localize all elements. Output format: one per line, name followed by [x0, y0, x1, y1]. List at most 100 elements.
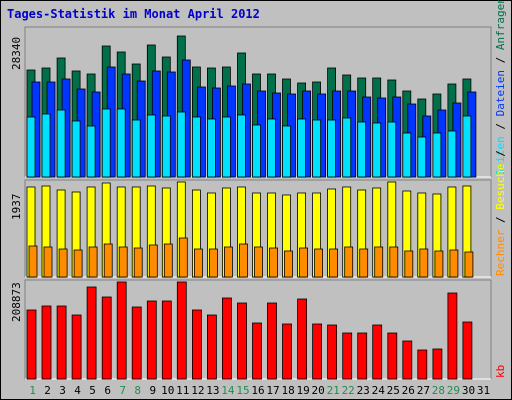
y-max-label-bottom: 208873	[10, 282, 23, 322]
bar-rechner-day-8	[133, 247, 143, 278]
bar-kb-day-22	[342, 332, 353, 380]
bar-seiten-day-20	[312, 119, 322, 178]
y-axis-labels: 28340 1937 208873	[10, 37, 23, 322]
x-tick-label: 4	[74, 384, 81, 397]
bar-seiten-day-1	[26, 116, 36, 178]
x-tick-label: 2	[44, 384, 51, 397]
bar-rechner-day-26	[404, 250, 414, 278]
bar-seiten-day-27	[417, 136, 427, 178]
bar-seiten-day-7	[116, 108, 126, 178]
bar-kb-day-26	[402, 340, 413, 380]
bar-seiten-day-9	[146, 114, 156, 178]
bar-kb-day-14	[221, 297, 232, 380]
legend-besuche: Besuche	[494, 163, 507, 209]
bar-seiten-day-16	[252, 124, 261, 178]
bar-rechner-day-22	[344, 246, 354, 278]
bar-seiten-day-30	[462, 115, 472, 178]
bar-kb-day-21	[327, 324, 338, 380]
bar-seiten-day-11	[176, 111, 186, 178]
bar-seiten-day-21	[327, 119, 337, 178]
x-tick-label: 23	[357, 384, 370, 397]
bar-seiten-day-6	[101, 108, 111, 178]
bar-rechner-day-10	[163, 243, 173, 278]
x-tick-label: 19	[296, 384, 309, 397]
x-tick-label: 15	[236, 384, 249, 397]
bar-seiten-day-8	[131, 119, 141, 178]
x-tick-label: 20	[311, 384, 324, 397]
bar-kb-day-13	[206, 314, 217, 380]
bar-seiten-day-19	[297, 118, 307, 178]
legend-top-panel: Seiten / Dateien / Anfragen	[494, 0, 507, 176]
bar-seiten-day-26	[402, 132, 412, 178]
bar-kb-day-27	[417, 349, 428, 380]
bar-kb-day-23	[357, 332, 368, 380]
x-tick-label: 1	[29, 384, 36, 397]
bar-kb-day-10	[161, 300, 172, 380]
bar-kb-day-18	[282, 323, 292, 380]
bar-rechner-day-25	[389, 246, 399, 278]
bar-rechner-day-28	[434, 250, 444, 278]
bar-rechner-day-20	[314, 248, 324, 278]
x-tick-label: 14	[221, 384, 235, 397]
x-tick-label: 17	[266, 384, 279, 397]
bar-kb-day-28	[432, 348, 443, 380]
x-tick-label: 21	[327, 384, 340, 397]
bar-rechner-day-1	[28, 245, 38, 278]
bar-seiten-day-23	[357, 121, 367, 178]
legend-rechner: Rechner	[494, 229, 507, 276]
bar-kb-day-4	[71, 314, 82, 380]
bar-rechner-day-3	[58, 248, 68, 278]
bar-rechner-day-9	[148, 244, 158, 278]
x-tick-label: 5	[89, 384, 96, 397]
bar-rechner-day-7	[118, 246, 128, 278]
bar-seiten-day-24	[372, 122, 382, 178]
x-tick-label: 9	[149, 384, 156, 397]
bar-kb-day-8	[131, 306, 142, 380]
bar-seiten-day-5	[86, 125, 96, 178]
legend-middle-panel: Rechner / Besuche /	[494, 150, 507, 276]
chart-title: Tages-Statistik im Monat April 2012	[7, 7, 260, 21]
legend-separator: /	[494, 116, 507, 136]
bar-rechner-day-4	[73, 249, 83, 278]
bar-rechner-day-30	[464, 251, 474, 278]
bar-rechner-day-12	[193, 248, 203, 278]
bar-seiten-day-14	[221, 116, 231, 178]
bar-seiten-day-18	[282, 125, 291, 178]
bar-rechner-day-16	[254, 246, 263, 278]
legend-separator: /	[494, 50, 507, 70]
bar-kb-day-6	[101, 296, 112, 380]
bar-seiten-day-13	[206, 118, 216, 178]
bar-kb-day-12	[191, 309, 202, 380]
x-tick-label: 30	[462, 384, 475, 397]
bar-kb-day-1	[26, 309, 37, 380]
legend-seiten: Seiten	[494, 136, 507, 176]
x-tick-label: 29	[447, 384, 460, 397]
x-tick-label: 31	[477, 384, 490, 397]
bar-rechner-day-15	[239, 243, 248, 278]
bar-kb-day-29	[447, 292, 458, 380]
bar-kb-day-15	[237, 302, 247, 380]
bar-seiten-day-17	[267, 118, 276, 178]
bar-seiten-day-28	[432, 132, 442, 178]
x-tick-label: 28	[432, 384, 445, 397]
bar-kb-day-11	[176, 281, 187, 380]
bar-seiten-day-15	[237, 114, 246, 178]
bar-kb-day-17	[267, 302, 277, 380]
legend-separator: /	[494, 210, 507, 230]
y-max-label-top: 28340	[10, 37, 23, 70]
bar-kb-day-9	[146, 300, 157, 380]
legend-anfragen: Anfragen	[494, 0, 507, 50]
bar-rechner-day-14	[223, 246, 233, 278]
bar-kb-day-16	[252, 322, 262, 380]
bar-seiten-day-12	[191, 116, 201, 178]
bar-kb-day-24	[372, 324, 383, 380]
bar-seiten-day-2	[41, 113, 51, 178]
x-tick-label: 10	[161, 384, 174, 397]
bar-kb-day-7	[116, 281, 127, 380]
legend-kb: kb	[494, 365, 507, 378]
bar-rechner-day-29	[449, 249, 459, 278]
bar-rechner-day-27	[419, 248, 429, 278]
bar-rechner-day-18	[284, 250, 293, 278]
x-tick-label: 16	[251, 384, 264, 397]
